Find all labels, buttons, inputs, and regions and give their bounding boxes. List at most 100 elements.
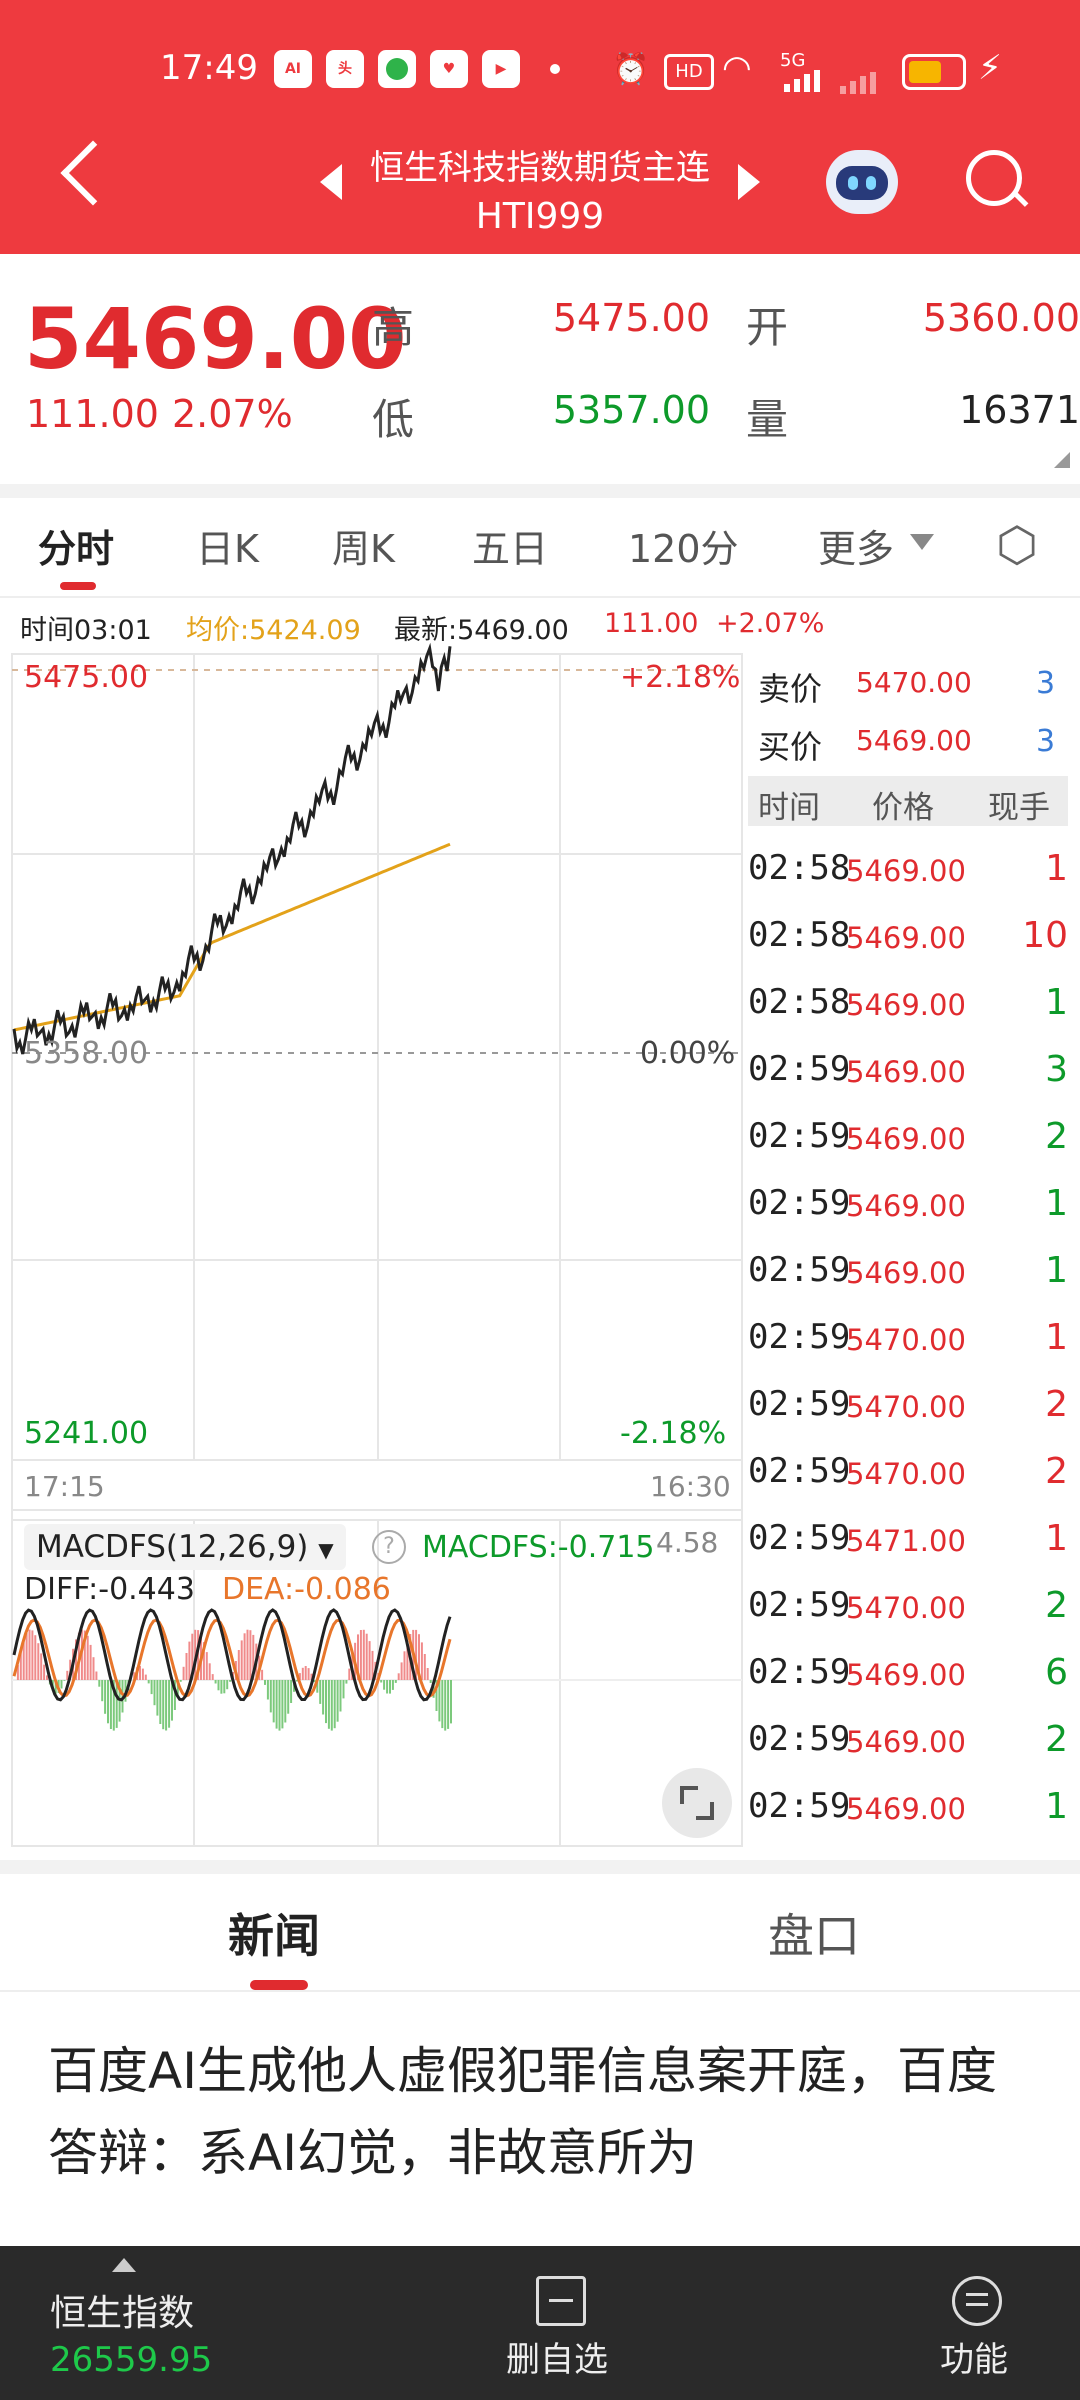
- tick-price: 5469.00: [846, 1658, 966, 1692]
- macd-bar: [141, 1668, 144, 1680]
- tab-news[interactable]: 新闻: [228, 1909, 320, 1963]
- index-name[interactable]: 恒生指数: [50, 2293, 195, 2334]
- macd-bar: [202, 1642, 205, 1680]
- tick-row: 02:59 5469.00 1: [748, 1250, 1068, 1317]
- tick-volume: 1: [1045, 1250, 1068, 1291]
- macd-bar: [310, 1673, 313, 1680]
- tick-time: 02:59: [748, 1317, 851, 1357]
- macd-bar: [243, 1633, 246, 1680]
- macd-bar: [133, 1672, 136, 1680]
- tick-row: 02:59 5471.00 1: [748, 1518, 1068, 1585]
- macd-bar: [165, 1680, 168, 1731]
- macd-bar: [307, 1668, 310, 1680]
- macd-bar: [121, 1680, 124, 1713]
- tick-time: 02:59: [748, 1183, 851, 1223]
- tick-price: 5470.00: [846, 1591, 966, 1625]
- macd-bar: [40, 1653, 43, 1680]
- macd-bar: [217, 1680, 220, 1691]
- tab-120min[interactable]: 120分: [628, 527, 739, 571]
- tick-volume: 1: [1045, 1786, 1068, 1827]
- menu-icon[interactable]: [952, 2276, 1002, 2326]
- macd-bar: [359, 1630, 362, 1680]
- remove-watchlist-icon[interactable]: [536, 2276, 586, 2326]
- tick-row: 02:58 5469.00 1: [748, 848, 1068, 915]
- prev-contract-icon[interactable]: [320, 164, 342, 200]
- tick-price: 5470.00: [846, 1457, 966, 1491]
- macd-bar: [447, 1680, 450, 1729]
- intraday-chart[interactable]: [0, 600, 748, 1850]
- macd-bar: [171, 1680, 173, 1721]
- tick-time: 02:58: [748, 915, 851, 955]
- macd-bar: [107, 1680, 109, 1724]
- macd-bar: [188, 1641, 191, 1680]
- remove-watchlist-button[interactable]: 删自选: [506, 2340, 608, 2380]
- next-contract-icon[interactable]: [738, 164, 760, 200]
- macd-bar: [139, 1666, 141, 1680]
- tick-volume: 1: [1045, 848, 1068, 889]
- macd-bar: [450, 1680, 452, 1724]
- expand-up-icon[interactable]: [112, 2258, 136, 2272]
- news-headline[interactable]: 百度AI生成他人虚假犯罪信息案开庭，百度答辩：系AI幻觉，非故意所为: [48, 2042, 997, 2182]
- settings-hex-icon[interactable]: ⬡: [996, 517, 1038, 573]
- macd-bar: [441, 1680, 444, 1729]
- macd-bar: [214, 1680, 217, 1684]
- tab-order-book[interactable]: 盘口: [768, 1909, 860, 1963]
- macd-bar: [54, 1680, 57, 1694]
- macd-indicator-select[interactable]: MACDFS(12,26,9) ▼: [24, 1524, 346, 1570]
- macd-bar: [275, 1680, 278, 1729]
- info-avg-price: 均价:5424.09: [186, 615, 361, 646]
- macd-bar: [383, 1680, 386, 1690]
- macd-bar: [336, 1680, 339, 1722]
- active-tab-indicator: [60, 582, 96, 590]
- tick-time: 02:58: [748, 982, 851, 1022]
- macd-bar: [371, 1650, 374, 1680]
- macd-bar: [83, 1630, 86, 1680]
- tab-intraday[interactable]: 分时: [38, 527, 115, 571]
- macd-bar: [357, 1634, 359, 1680]
- more-chevron-icon[interactable]: [910, 534, 934, 550]
- macd-bar: [95, 1671, 98, 1680]
- fullscreen-icon[interactable]: [662, 1768, 732, 1838]
- tab-daily-k[interactable]: 日K: [196, 527, 259, 571]
- tab-weekly-k[interactable]: 周K: [332, 527, 395, 571]
- tab-five-day[interactable]: 五日: [472, 527, 549, 571]
- macd-bar: [266, 1680, 269, 1700]
- macd-bar: [444, 1680, 447, 1731]
- macd-bar: [397, 1673, 400, 1680]
- macd-dea: DEA:-0.086: [222, 1572, 391, 1607]
- tick-time: 02:59: [748, 1384, 851, 1424]
- axis-top-pct: +2.18%: [620, 660, 741, 695]
- macd-bar: [144, 1674, 147, 1680]
- macd-bar: [153, 1680, 156, 1706]
- tick-volume: 2: [1045, 1585, 1068, 1626]
- help-icon[interactable]: ?: [372, 1530, 406, 1564]
- macd-bar: [278, 1680, 281, 1731]
- tick-volume: 1: [1045, 1518, 1068, 1559]
- macd-bar: [365, 1633, 368, 1680]
- tick-time: 02:59: [748, 1049, 851, 1089]
- search-icon[interactable]: [966, 150, 1029, 207]
- macd-bar: [319, 1680, 322, 1704]
- macd-bar: [89, 1644, 92, 1680]
- macd-bar: [368, 1641, 371, 1680]
- sell-price: 5470.00: [856, 666, 972, 699]
- info-time: 时间03:01: [20, 615, 152, 646]
- axis-start-time: 17:15: [24, 1470, 105, 1503]
- app-icon-toutiao: 头: [326, 50, 364, 88]
- tick-time: 02:59: [748, 1451, 851, 1491]
- tab-more[interactable]: 更多: [818, 527, 895, 571]
- expand-corner-icon[interactable]: [1054, 452, 1070, 468]
- app-icon-ai: AI: [274, 50, 312, 88]
- macd-bar: [400, 1662, 403, 1680]
- volume-value: 16371: [959, 388, 1080, 432]
- macd-bar: [115, 1680, 118, 1728]
- buy-volume: 3: [1036, 724, 1056, 759]
- function-button[interactable]: 功能: [940, 2340, 1008, 2380]
- robot-assistant-icon[interactable]: [826, 150, 898, 214]
- macd-bar: [240, 1640, 243, 1680]
- macd-diff: DIFF:-0.443: [24, 1572, 195, 1607]
- macd-bar: [173, 1680, 176, 1710]
- back-icon[interactable]: [60, 140, 126, 206]
- macd-bar: [156, 1680, 159, 1716]
- macd-bar: [237, 1650, 240, 1680]
